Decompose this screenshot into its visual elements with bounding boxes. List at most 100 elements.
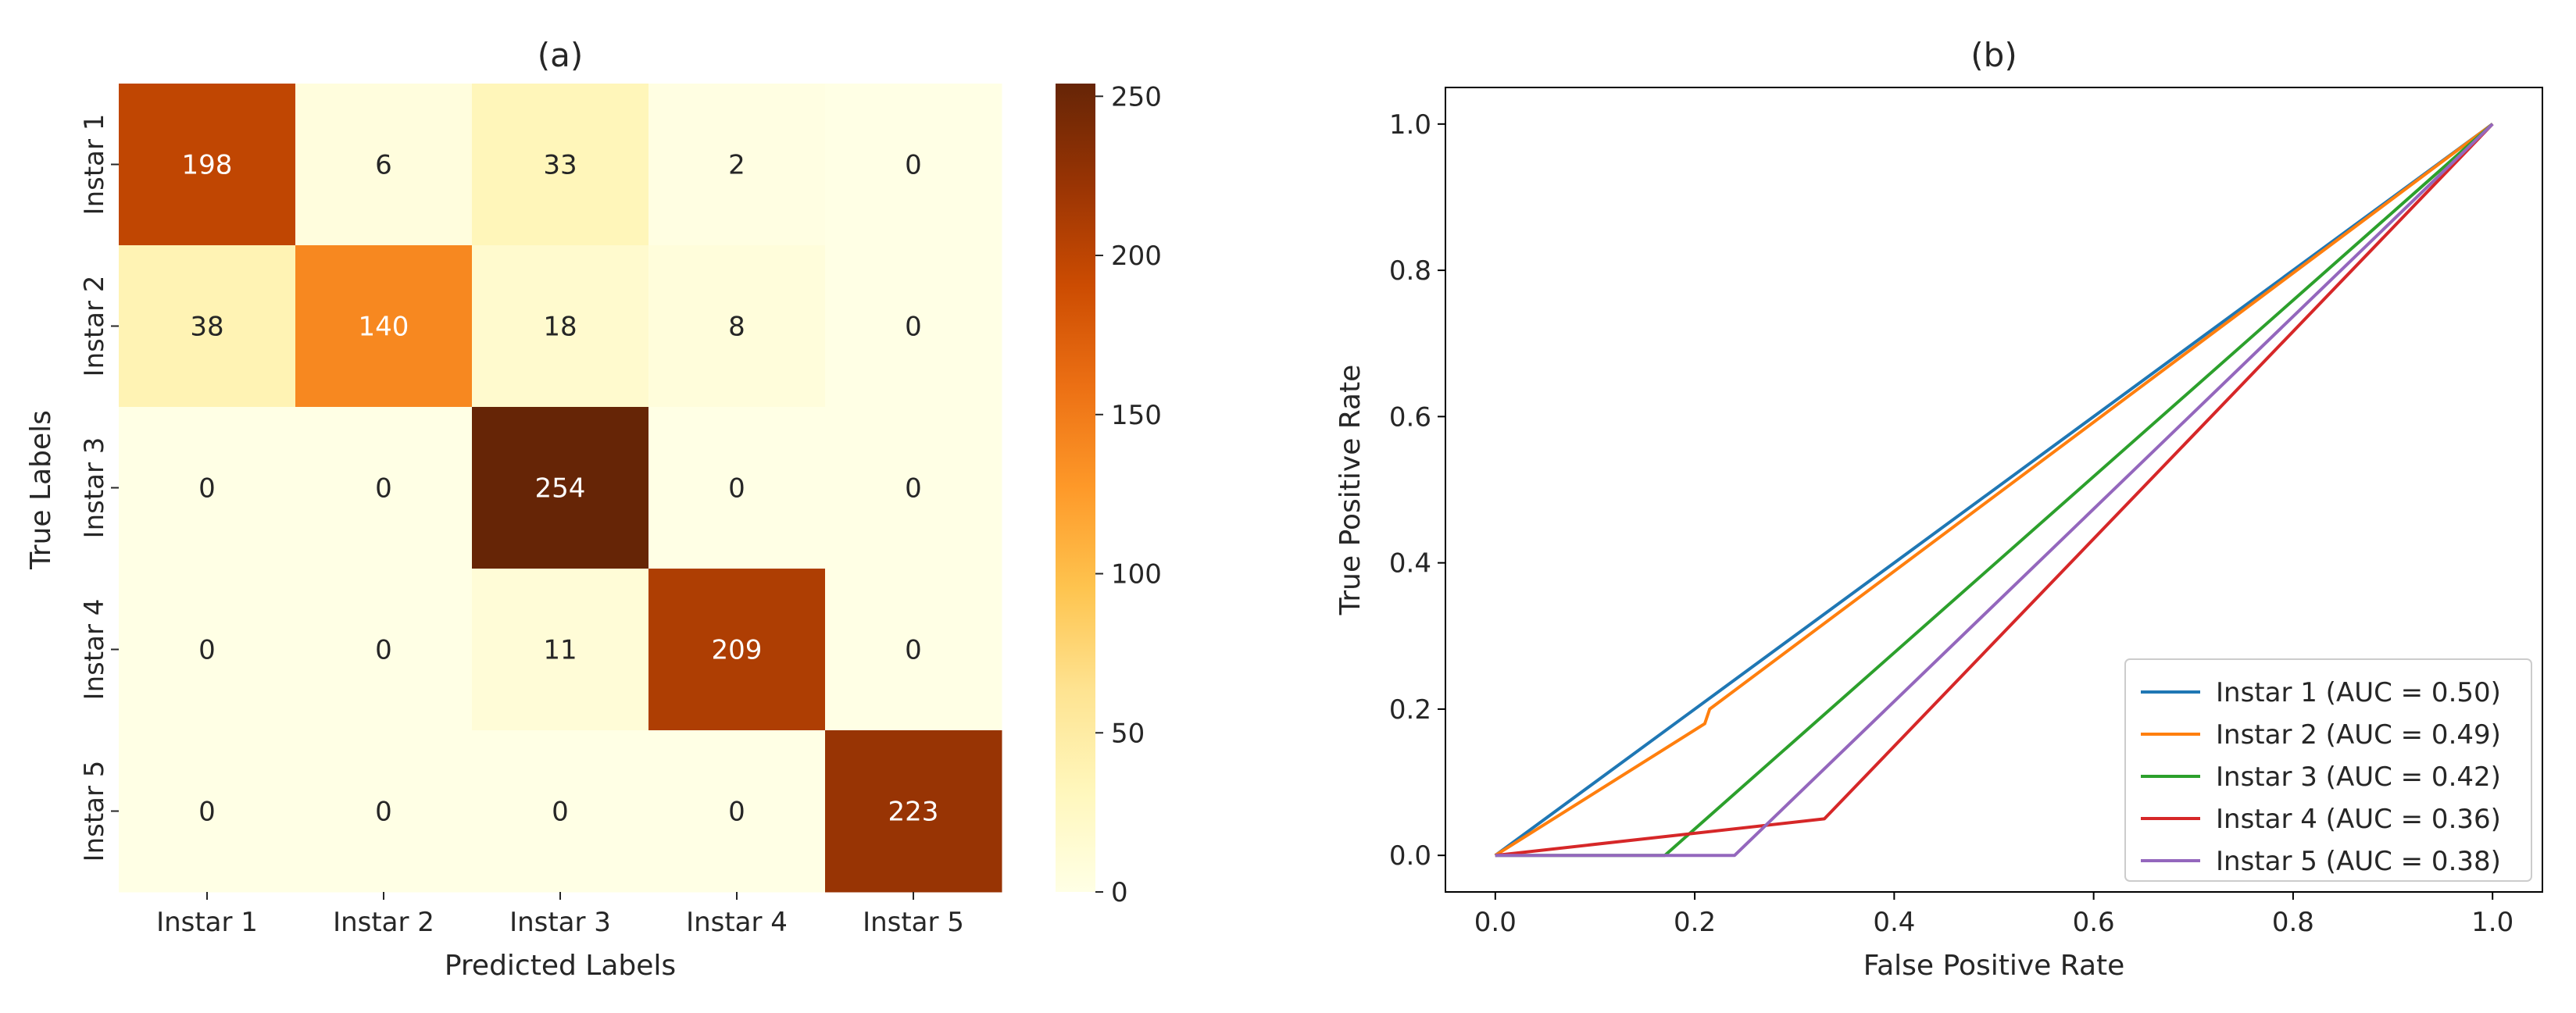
heatmap-cell <box>295 84 473 246</box>
legend-entry: Instar 4 (AUC = 0.36) <box>2216 804 2501 835</box>
heatmap-cell <box>472 569 649 731</box>
roc-y-ticks: 0.0 0.2 0.4 0.6 0.8 1.0 <box>1389 109 1445 872</box>
roc-line-instar-5 <box>1495 123 2494 858</box>
heatmap-cell-value: 0 <box>552 797 569 828</box>
heatmap-cell <box>119 407 296 569</box>
heatmap-cell <box>295 730 473 893</box>
roc-x-axis-label: False Positive Rate <box>1863 950 2125 982</box>
roc-y-tick-label: 0.6 <box>1389 401 1431 433</box>
roc-y-tick-label: 1.0 <box>1389 109 1431 141</box>
heatmap-cell <box>648 730 826 893</box>
roc-x-tick-label: 0.6 <box>2073 907 2115 938</box>
heatmap-cell-value: 140 <box>359 312 409 343</box>
heatmap-title: (a) <box>538 36 584 74</box>
heatmap-cell-value: 11 <box>543 635 577 666</box>
roc-plot-area <box>1445 87 2543 893</box>
heatmap-cell-value: 0 <box>905 635 922 666</box>
heatmap-cell <box>825 84 1002 246</box>
heatmap-cell-value: 0 <box>375 635 392 666</box>
colorbar-ticks: 0 50 100 150 200 250 <box>1095 81 1162 908</box>
legend-entry: Instar 3 (AUC = 0.42) <box>2216 762 2501 793</box>
heatmap-cell <box>119 569 296 731</box>
x-tick-label: Instar 2 <box>333 907 434 938</box>
legend-entry: Instar 1 (AUC = 0.50) <box>2216 677 2501 708</box>
heatmap-cell-value: 2 <box>728 150 745 181</box>
roc-x-ticks: 0.0 0.2 0.4 0.6 0.8 1.0 <box>1474 892 2513 938</box>
heatmap-cell <box>472 84 649 246</box>
heatmap-cell-value: 18 <box>543 312 577 343</box>
roc-x-tick-label: 1.0 <box>2471 907 2513 938</box>
colorbar-tick-label: 50 <box>1111 718 1145 749</box>
heatmap-cell <box>825 245 1002 408</box>
colorbar-tick-label: 250 <box>1111 81 1162 112</box>
heatmap-cell <box>648 84 826 246</box>
roc-x-tick-label: 0.0 <box>1474 907 1517 938</box>
heatmap-cell <box>472 730 649 893</box>
legend-entry: Instar 2 (AUC = 0.49) <box>2216 719 2501 751</box>
roc-y-tick-label: 0.8 <box>1389 255 1431 287</box>
heatmap-cell-value: 8 <box>728 312 745 343</box>
heatmap-cell-value: 223 <box>888 797 939 828</box>
heatmap-cell <box>648 245 826 408</box>
heatmap-cell <box>472 407 649 569</box>
roc-y-tick-label: 0.0 <box>1389 840 1431 872</box>
confusion-matrix-panel: (a) 198 6 33 2 038 140 18 8 00 0 254 0 00 0 11 209 00 0 0 0… <box>25 36 1162 982</box>
heatmap-cell <box>648 569 826 731</box>
heatmap-cell <box>295 569 473 731</box>
heatmap-cell-value: 33 <box>543 150 577 181</box>
heatmap-cell <box>648 407 826 569</box>
y-tick-label: Instar 1 <box>79 114 110 216</box>
heatmap-x-axis-label: Predicted Labels <box>445 950 676 982</box>
heatmap-cell <box>472 245 649 408</box>
x-tick-label: Instar 5 <box>863 907 964 938</box>
roc-legend: Instar 1 (AUC = 0.50) Instar 2 (AUC = 0.4… <box>2124 658 2532 882</box>
heatmap-cell <box>825 407 1002 569</box>
heatmap-cell <box>119 84 296 246</box>
heatmap-cell-value: 0 <box>905 473 922 505</box>
roc-y-tick-label: 0.4 <box>1389 548 1431 580</box>
heatmap-cell <box>119 730 296 893</box>
colorbar-tick-label: 100 <box>1111 559 1162 590</box>
heatmap-cell <box>825 730 1002 893</box>
colorbar <box>1056 84 1095 892</box>
heatmap-cells: 198 6 33 2 0 38 140 18 8 0 0 0 254 0 0 0 0 11 209 0 0 0 0 0 223 <box>119 84 1002 893</box>
roc-x-tick-label: 0.4 <box>1873 907 1915 938</box>
heatmap-cell-value: 0 <box>728 473 745 505</box>
heatmap-cell-value: 38 <box>190 312 223 343</box>
y-tick-label: Instar 3 <box>79 437 110 539</box>
x-tick-label: Instar 3 <box>509 907 611 938</box>
roc-line-instar-4 <box>1495 123 2494 858</box>
colorbar-tick-label: 150 <box>1111 400 1162 431</box>
heatmap-cell <box>825 569 1002 731</box>
roc-x-tick-label: 0.2 <box>1674 907 1716 938</box>
heatmap-y-ticks: Instar 1 Instar 2 Instar 3 Instar 4 Instar 5 <box>79 114 119 862</box>
heatmap-y-axis-label: True Labels <box>25 410 57 570</box>
heatmap-cell-value: 0 <box>375 473 392 505</box>
y-tick-label: Instar 5 <box>79 761 110 862</box>
heatmap-cell <box>295 407 473 569</box>
roc-y-axis-label: True Positive Rate <box>1334 365 1367 616</box>
roc-title: (b) <box>1970 36 2017 74</box>
heatmap-cell-value: 254 <box>535 473 586 505</box>
y-tick-label: Instar 4 <box>79 599 110 701</box>
roc-x-tick-label: 0.8 <box>2272 907 2314 938</box>
legend-box <box>2124 658 2532 882</box>
heatmap-cell-value: 0 <box>905 150 922 181</box>
heatmap-cell-value: 198 <box>182 150 233 181</box>
heatmap-cell <box>295 245 473 408</box>
heatmap-cell-value: 0 <box>198 473 216 505</box>
heatmap-cell-value: 0 <box>198 635 216 666</box>
roc-curve-panel: (b) 0.0 0.2 0.4 0.6 0.8 1.0 0.0 0.2 0.4 0.6 0.8 1.… <box>1334 36 2543 982</box>
x-tick-label: Instar 4 <box>686 907 788 938</box>
colorbar-tick-label: 0 <box>1111 877 1128 908</box>
heatmap-cell-value: 0 <box>375 797 392 828</box>
heatmap-cell-value: 0 <box>905 312 922 343</box>
heatmap-cell-value: 0 <box>728 797 745 828</box>
colorbar-tick-label: 200 <box>1111 241 1162 272</box>
roc-y-tick-label: 0.2 <box>1389 694 1431 726</box>
x-tick-label: Instar 1 <box>156 907 258 938</box>
heatmap-cell-value: 0 <box>198 797 216 828</box>
heatmap-cell-value: 209 <box>712 635 763 666</box>
legend-entry: Instar 5 (AUC = 0.38) <box>2216 846 2501 877</box>
